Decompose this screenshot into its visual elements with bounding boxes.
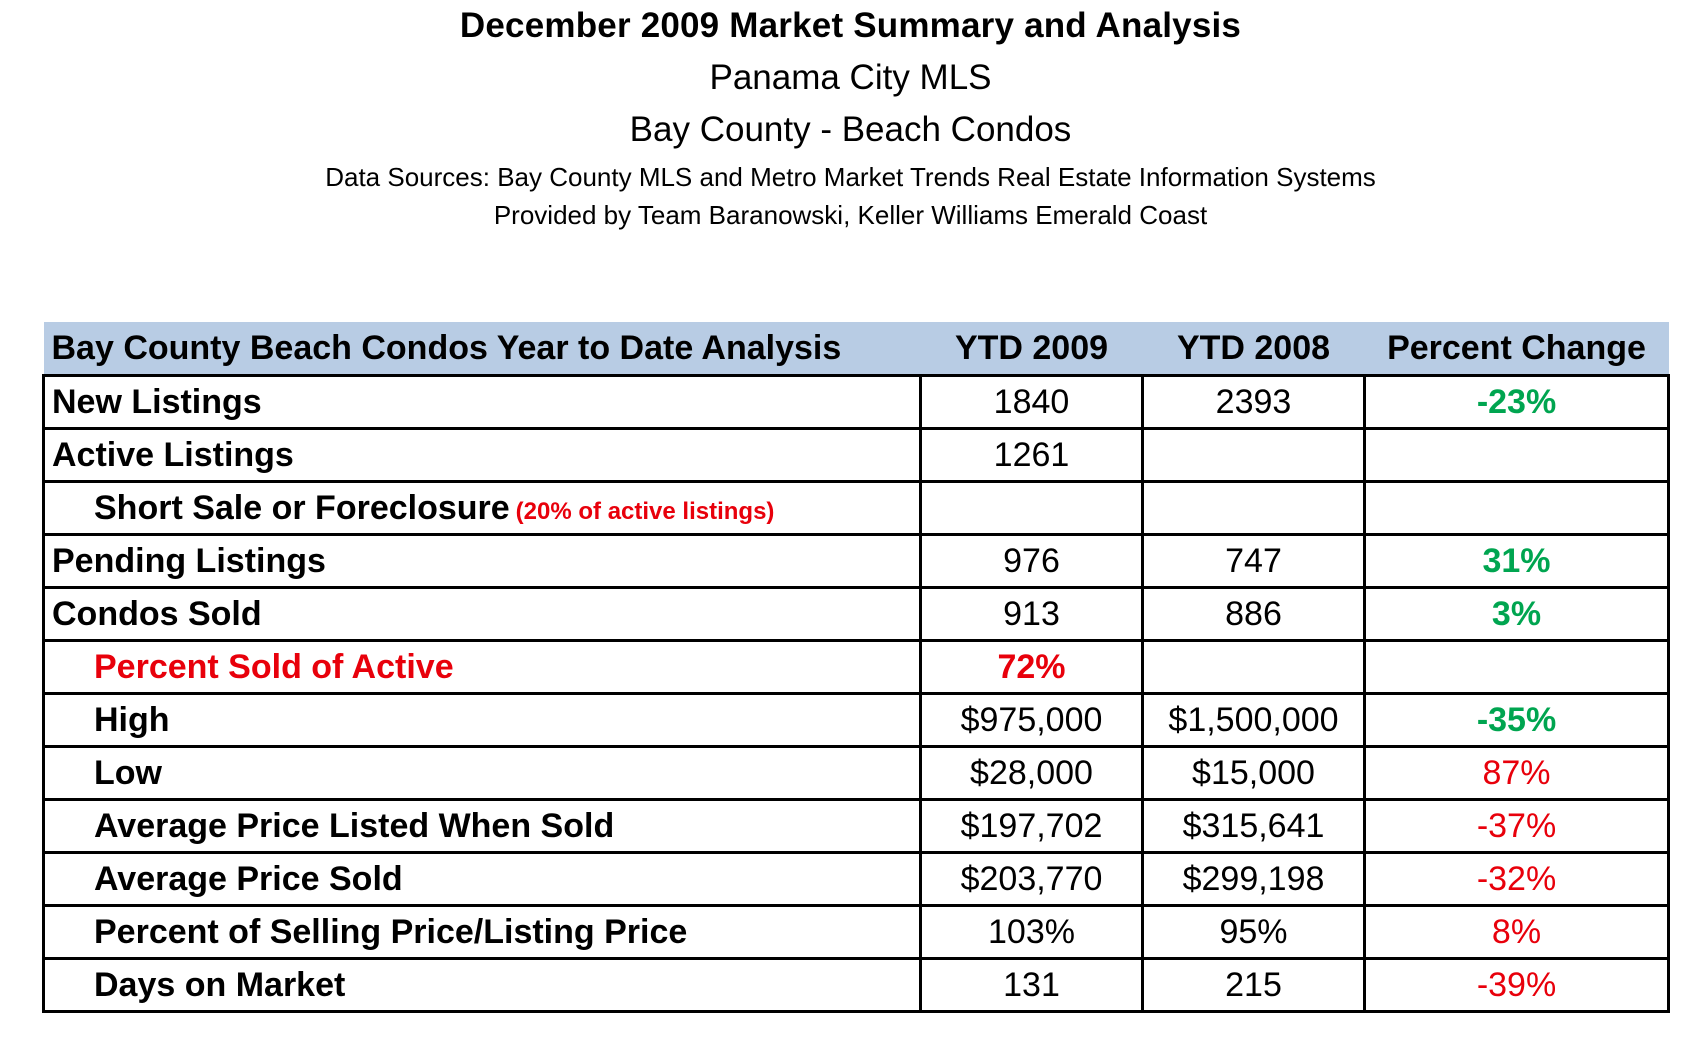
table-row: Percent of Selling Price/Listing Price 1… [42,904,1670,960]
cell-ytd-2009: 976 [919,533,1144,589]
row-label-selling-listing-ratio: Percent of Selling Price/Listing Price [42,904,922,960]
cell-percent-change: 31% [1363,533,1670,589]
cell-ytd-2008 [1141,639,1366,695]
report-subtitle-mls: Panama City MLS [709,58,992,97]
cell-ytd-2009 [919,480,1144,536]
table-row: Short Sale or Foreclosure (20% of active … [42,480,1670,536]
cell-ytd-2008: 747 [1141,533,1366,589]
header-analysis-label: Bay County Beach Condos Year to Date Ana… [43,322,921,376]
header-ytd-2008: YTD 2008 [1142,322,1365,376]
cell-percent-change: -39% [1363,957,1670,1013]
report-subtitle-area: Bay County - Beach Condos [629,110,1072,149]
cell-ytd-2008 [1141,427,1366,483]
report-title: December 2009 Market Summary and Analysi… [459,6,1242,45]
cell-ytd-2009: 72% [919,639,1144,695]
cell-ytd-2009: $197,702 [919,798,1144,854]
cell-ytd-2008: 95% [1141,904,1366,960]
cell-ytd-2009: 131 [919,957,1144,1013]
table-row: Days on Market 131 215 -39% [42,957,1670,1013]
cell-percent-change [1363,639,1670,695]
row-label-high: High [42,692,922,748]
row-label-days-on-market: Days on Market [42,957,922,1013]
header-ytd-2009: YTD 2009 [920,322,1143,376]
cell-ytd-2008 [1141,480,1366,536]
cell-percent-change [1363,427,1670,483]
ytd-analysis-table: Bay County Beach Condos Year to Date Ana… [42,322,1670,1013]
short-sale-label: Short Sale or Foreclosure [94,488,510,527]
cell-ytd-2008: 886 [1141,586,1366,642]
cell-ytd-2008: 2393 [1141,374,1366,430]
cell-ytd-2008: $1,500,000 [1141,692,1366,748]
row-label-new-listings: New Listings [42,374,922,430]
cell-ytd-2008: $15,000 [1141,745,1366,801]
row-label-percent-sold-of-active: Percent Sold of Active [42,639,922,695]
table-row: Average Price Listed When Sold $197,702 … [42,798,1670,854]
header-percent-change: Percent Change [1364,322,1669,376]
row-label-low: Low [42,745,922,801]
cell-ytd-2008: $299,198 [1141,851,1366,907]
cell-percent-change: 87% [1363,745,1670,801]
cell-percent-change: 3% [1363,586,1670,642]
table-header-row: Bay County Beach Condos Year to Date Ana… [43,322,1669,376]
analysis-table-container: Bay County Beach Condos Year to Date Ana… [42,322,1670,1013]
table-row: Pending Listings 976 747 31% [42,533,1670,589]
cell-ytd-2009: $975,000 [919,692,1144,748]
row-label-pending-listings: Pending Listings [42,533,922,589]
provided-by-line: Provided by Team Baranowski, Keller Will… [493,200,1208,230]
row-label-condos-sold: Condos Sold [42,586,922,642]
cell-percent-change: -32% [1363,851,1670,907]
cell-percent-change: -37% [1363,798,1670,854]
cell-percent-change: 8% [1363,904,1670,960]
table-row: Active Listings 1261 [42,427,1670,483]
table-row: Percent Sold of Active 72% [42,639,1670,695]
cell-percent-change [1363,480,1670,536]
table-row: New Listings 1840 2393 -23% [42,374,1670,430]
cell-ytd-2009: 1261 [919,427,1144,483]
cell-percent-change: -23% [1363,374,1670,430]
cell-ytd-2008: $315,641 [1141,798,1366,854]
cell-ytd-2009: 103% [919,904,1144,960]
cell-ytd-2008: 215 [1141,957,1366,1013]
cell-percent-change: -35% [1363,692,1670,748]
table-row: High $975,000 $1,500,000 -35% [42,692,1670,748]
row-label-avg-price-sold: Average Price Sold [42,851,922,907]
cell-ytd-2009: 913 [919,586,1144,642]
table-row: Average Price Sold $203,770 $299,198 -32… [42,851,1670,907]
table-row: Condos Sold 913 886 3% [42,586,1670,642]
cell-ytd-2009: $203,770 [919,851,1144,907]
row-label-short-sale: Short Sale or Foreclosure (20% of active … [42,480,922,536]
data-sources-line: Data Sources: Bay County MLS and Metro M… [325,162,1376,192]
short-sale-note: (20% of active listings) [515,497,775,525]
table-row: Low $28,000 $15,000 87% [42,745,1670,801]
cell-ytd-2009: $28,000 [919,745,1144,801]
row-label-avg-price-listed: Average Price Listed When Sold [42,798,922,854]
cell-ytd-2009: 1840 [919,374,1144,430]
row-label-active-listings: Active Listings [42,427,922,483]
